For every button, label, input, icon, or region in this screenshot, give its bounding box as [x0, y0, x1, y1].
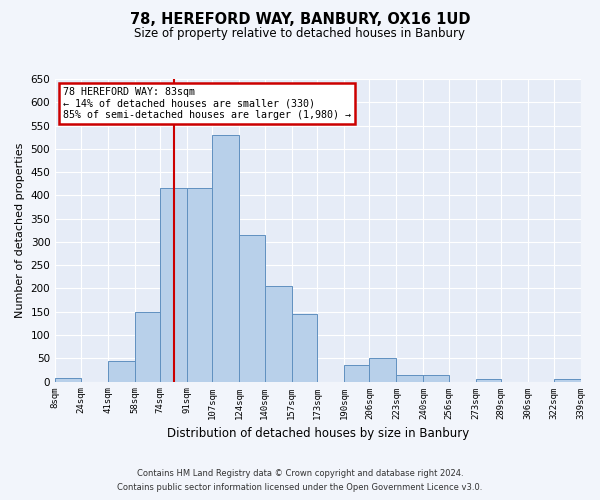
- Text: 78, HEREFORD WAY, BANBURY, OX16 1UD: 78, HEREFORD WAY, BANBURY, OX16 1UD: [130, 12, 470, 28]
- Bar: [239, 235, 265, 382]
- Bar: [397, 374, 424, 382]
- Text: 78 HEREFORD WAY: 83sqm
← 14% of detached houses are smaller (330)
85% of semi-de: 78 HEREFORD WAY: 83sqm ← 14% of detached…: [63, 86, 351, 120]
- Bar: [187, 188, 212, 382]
- Bar: [107, 360, 134, 382]
- Text: Contains HM Land Registry data © Crown copyright and database right 2024.: Contains HM Land Registry data © Crown c…: [137, 468, 463, 477]
- Bar: [370, 358, 397, 382]
- X-axis label: Distribution of detached houses by size in Banbury: Distribution of detached houses by size …: [167, 427, 469, 440]
- Bar: [265, 286, 292, 382]
- Bar: [554, 379, 581, 382]
- Text: Size of property relative to detached houses in Banbury: Size of property relative to detached ho…: [134, 28, 466, 40]
- Y-axis label: Number of detached properties: Number of detached properties: [15, 142, 25, 318]
- Bar: [160, 188, 187, 382]
- Bar: [55, 378, 80, 382]
- Bar: [212, 135, 239, 382]
- Bar: [424, 374, 449, 382]
- Bar: [344, 366, 370, 382]
- Text: Contains public sector information licensed under the Open Government Licence v3: Contains public sector information licen…: [118, 484, 482, 492]
- Bar: [134, 312, 160, 382]
- Bar: [292, 314, 317, 382]
- Bar: [476, 379, 501, 382]
